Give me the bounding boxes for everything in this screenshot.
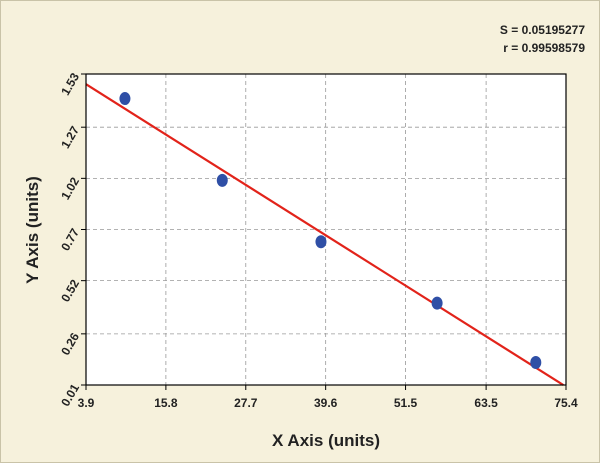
x-tick-label: 39.6 (314, 396, 338, 410)
point (431, 296, 443, 310)
annotation: r = 0.99598579 (503, 41, 585, 55)
point (315, 235, 327, 249)
x-tick-label: 51.5 (394, 396, 418, 410)
point (119, 92, 131, 106)
x-tick-label: 15.8 (154, 396, 178, 410)
x-axis-title: X Axis (units) (272, 431, 380, 450)
point (530, 355, 542, 369)
fit-line (85, 83, 564, 386)
y-axis-title: Y Axis (units) (23, 176, 42, 284)
x-tick-label: 3.9 (78, 396, 95, 410)
point (216, 173, 228, 187)
plot-layer (85, 74, 566, 386)
x-tick-label: 27.7 (234, 396, 258, 410)
x-tick-label: 75.4 (554, 396, 578, 410)
annotation: S = 0.05195277 (500, 23, 585, 37)
x-tick-label: 63.5 (474, 396, 498, 410)
